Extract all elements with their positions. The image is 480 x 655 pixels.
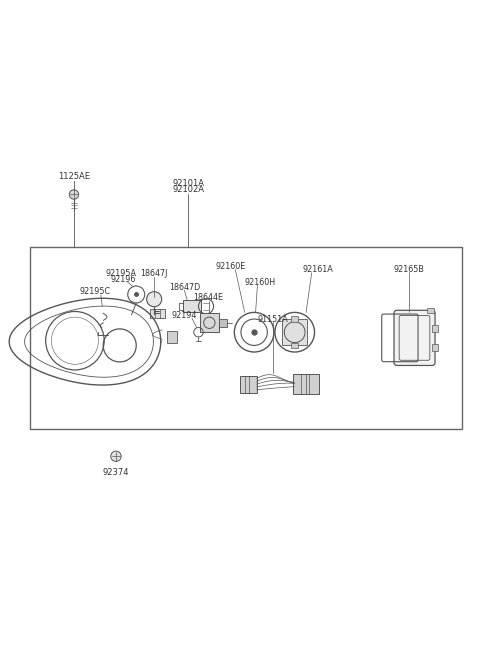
Bar — [30, 248, 462, 429]
Bar — [167, 331, 177, 343]
Text: 92160E: 92160E — [216, 262, 246, 271]
Bar — [432, 325, 438, 332]
Text: 92374: 92374 — [103, 468, 129, 477]
Circle shape — [111, 451, 121, 462]
Bar — [432, 343, 438, 351]
Circle shape — [146, 291, 162, 307]
Text: 92165B: 92165B — [394, 265, 424, 274]
Text: 92161A: 92161A — [303, 265, 334, 274]
Text: 92160H: 92160H — [244, 278, 276, 287]
Text: 92194: 92194 — [172, 311, 197, 320]
FancyBboxPatch shape — [394, 310, 435, 365]
Text: 92102A: 92102A — [172, 185, 204, 194]
Bar — [291, 316, 299, 322]
Bar — [150, 309, 165, 318]
Bar — [291, 343, 299, 348]
Text: 92195A: 92195A — [106, 269, 137, 278]
Text: 92196: 92196 — [110, 275, 136, 284]
Bar — [427, 309, 434, 313]
Bar — [183, 300, 201, 312]
Circle shape — [69, 190, 79, 199]
Text: 18644E: 18644E — [193, 293, 223, 303]
Text: 91151A: 91151A — [258, 314, 288, 324]
Text: 92195C: 92195C — [80, 287, 111, 296]
Text: 18647J: 18647J — [141, 269, 168, 278]
Bar — [200, 313, 219, 332]
Bar — [219, 318, 227, 327]
Bar — [293, 374, 319, 394]
Text: 1125AE: 1125AE — [58, 172, 90, 181]
Text: 18647D: 18647D — [168, 283, 200, 292]
Bar — [240, 375, 256, 392]
Bar — [282, 319, 307, 345]
Text: 92101A: 92101A — [172, 179, 204, 188]
